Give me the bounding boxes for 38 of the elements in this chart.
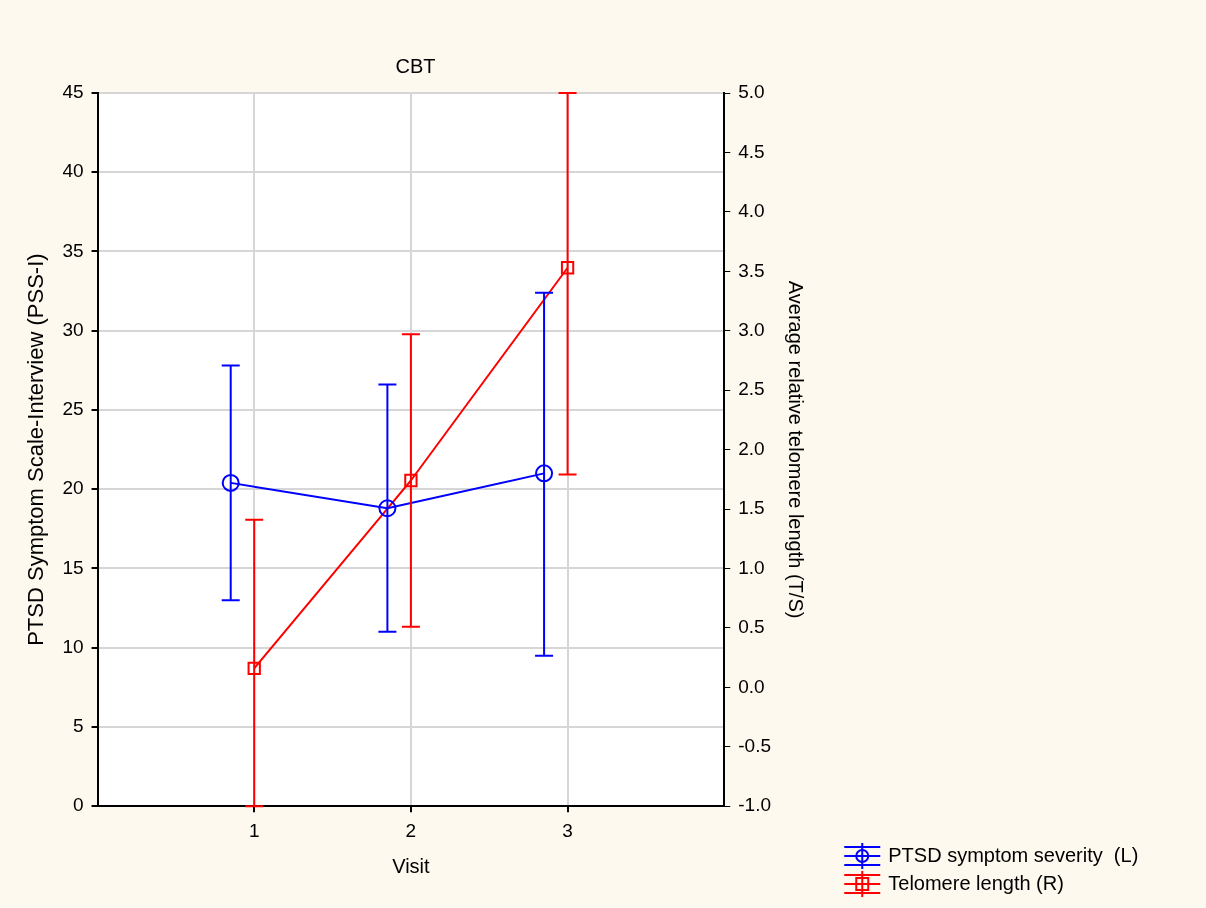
- point: [404, 473, 418, 488]
- y2-tick-label: 0.0: [738, 675, 765, 697]
- point: [378, 499, 397, 518]
- y-tick-label: 0: [72, 794, 84, 816]
- y2-tick-label: 2.0: [738, 437, 765, 459]
- y2-tick-label: 4.5: [738, 140, 765, 162]
- x-tick-label: 2: [405, 819, 417, 841]
- y2-tick-label: 3.0: [738, 318, 765, 340]
- x-axis-title: Visit: [392, 854, 431, 877]
- y2-tick-label: 2.5: [738, 378, 765, 400]
- x-tick-label: 3: [562, 819, 573, 841]
- y2-axis-title: Average relative telomere length (T/S): [785, 280, 808, 619]
- y-tick-label: 30: [62, 318, 84, 340]
- y-tick-label: 5: [72, 715, 84, 737]
- y-tick-label: 20: [62, 477, 84, 499]
- y-tick-label: 40: [62, 160, 84, 182]
- y-tick-label: 10: [62, 635, 84, 657]
- point: [560, 261, 575, 275]
- y-axis-title: PTSD Symptom Scale-Interview (PSS-I): [23, 253, 49, 646]
- chart-title: CBT: [395, 54, 436, 77]
- legend-label: Telomere length (R): [888, 871, 1064, 894]
- y-tick-label: 25: [62, 398, 84, 420]
- point: [247, 661, 261, 675]
- y2-tick-label: -1.0: [738, 794, 772, 816]
- y2-tick-label: 3.5: [738, 259, 765, 281]
- y-tick-label: 15: [62, 556, 84, 578]
- point: [535, 464, 554, 483]
- y2-tick-label: -0.5: [738, 735, 772, 756]
- legend-label: PTSD symptom severity (L): [888, 843, 1139, 866]
- y2-tick-label: 1.5: [738, 497, 765, 519]
- y-tick-label: 45: [62, 81, 84, 103]
- point: [221, 473, 240, 492]
- y-tick-label: 35: [62, 239, 84, 261]
- y2-tick-label: 0.5: [738, 616, 765, 638]
- y2-tick-label: 4.0: [738, 200, 765, 222]
- y2-tick-label: 1.0: [738, 556, 765, 578]
- x-tick-label: 1: [248, 819, 260, 841]
- y2-tick-label: 5.0: [738, 81, 765, 103]
